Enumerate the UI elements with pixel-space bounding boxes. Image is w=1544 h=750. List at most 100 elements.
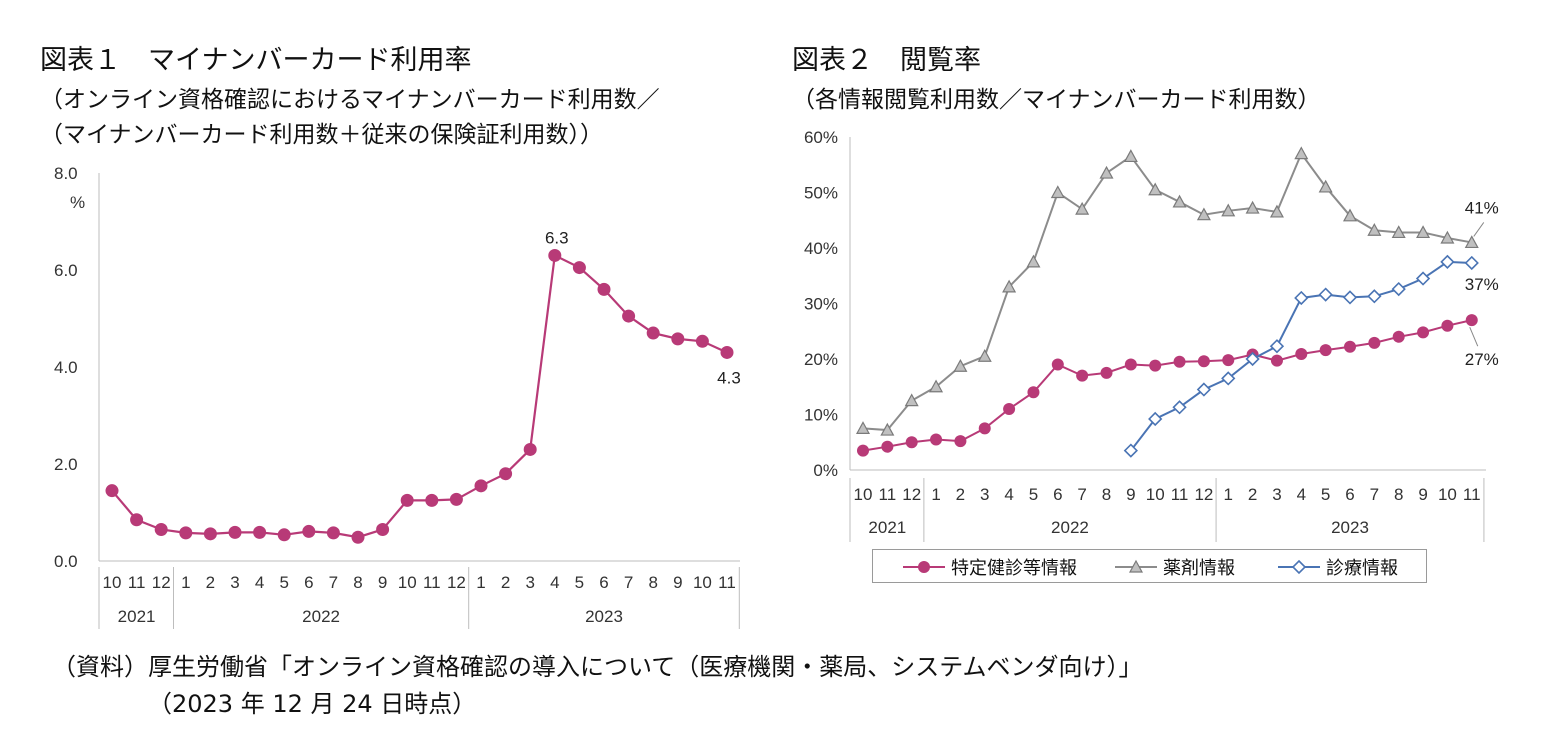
data-point [572, 261, 586, 275]
data-point [1149, 359, 1162, 372]
x-tick-label: 8 [1102, 485, 1111, 504]
x-tick-label: 5 [279, 573, 288, 592]
data-point [1319, 344, 1332, 357]
x-tick-label: 5 [1321, 485, 1330, 504]
data-point [1295, 348, 1308, 361]
x-tick-label: 6 [1053, 485, 1062, 504]
legend-label: 特定健診等情報 [951, 558, 1077, 579]
data-point [1392, 330, 1405, 343]
data-point [1221, 371, 1236, 386]
data-label: 4.3 [717, 368, 741, 387]
y-tick-label: 60% [804, 128, 838, 147]
data-point [904, 393, 919, 407]
x-tick-label: 10 [1146, 485, 1165, 504]
x-tick-label: 11 [423, 573, 441, 592]
data-point [1465, 314, 1478, 327]
source-line2: （2023 年 12 月 24 日時点） [148, 690, 477, 718]
x-tick-label: 11 [879, 485, 897, 504]
data-point [1123, 149, 1138, 163]
x-tick-label: 9 [1418, 485, 1427, 504]
x-tick-label: 4 [1004, 485, 1013, 504]
data-point [376, 522, 390, 536]
view-rate-legend: 特定健診等情報 薬剤情報 診療情報 [872, 549, 1427, 583]
data-point [1294, 290, 1309, 306]
x-tick-label: 2 [501, 573, 510, 592]
data-point [977, 348, 992, 362]
data-point [130, 513, 144, 527]
x-tick-label: 1 [181, 573, 190, 592]
x-tick-label: 6 [304, 573, 313, 592]
data-point [1197, 355, 1210, 368]
figure2-subtitle: （各情報閲覧利用数／マイナンバーカード利用数） [792, 87, 1321, 113]
y-unit-label: % [70, 193, 85, 212]
data-point [1148, 182, 1163, 196]
data-point [1076, 369, 1089, 382]
data-point [1441, 319, 1454, 332]
data-point [695, 334, 709, 348]
data-point [1391, 225, 1406, 239]
data-point [277, 528, 291, 542]
x-tick-label: 9 [378, 573, 387, 592]
x-tick-label: 3 [525, 573, 534, 592]
x-tick-label: 10 [693, 573, 712, 592]
x-tick-label: 4 [1297, 485, 1306, 504]
figure1-subtitle-line1: （オンライン資格確認におけるマイナンバーカード利用数／ [40, 87, 660, 113]
data-point [1294, 146, 1309, 160]
x-tick-label: 4 [255, 573, 264, 592]
data-point [425, 493, 439, 507]
x-year-label: 2023 [585, 607, 623, 626]
data-point [499, 467, 513, 481]
x-tick-label: 10 [1438, 485, 1457, 504]
data-label: 6.3 [545, 228, 569, 247]
figure2-title: 図表２ 閲覧率 [792, 45, 981, 76]
y-tick-label: 6.0 [54, 261, 78, 280]
data-point [1368, 336, 1381, 349]
data-point [1124, 358, 1137, 371]
x-year-label: 2021 [868, 518, 906, 537]
data-point [1172, 400, 1187, 415]
data-point [1464, 255, 1479, 271]
data-point [253, 525, 267, 539]
x-tick-label: 3 [230, 573, 239, 592]
x-tick-label: 1 [931, 485, 940, 504]
x-tick-label: 9 [1126, 485, 1135, 504]
x-tick-label: 4 [550, 573, 559, 592]
data-point [953, 358, 968, 372]
data-point [1221, 203, 1236, 217]
y-tick-label: 40% [804, 239, 838, 258]
x-tick-label: 11 [718, 573, 736, 592]
data-point [1245, 351, 1260, 367]
y-tick-label: 0% [813, 461, 838, 480]
data-point [1269, 339, 1285, 354]
leader-line [1473, 222, 1485, 237]
data-point [1342, 290, 1358, 305]
data-point [1196, 382, 1212, 397]
x-tick-label: 7 [1370, 485, 1379, 504]
data-point [1245, 200, 1260, 214]
circle-marker-icon [903, 561, 945, 573]
x-tick-label: 12 [902, 485, 921, 504]
x-tick-label: 10 [854, 485, 873, 504]
data-point [1051, 358, 1064, 371]
data-point [880, 422, 895, 436]
data-point [1027, 386, 1040, 399]
triangle-marker-icon [1115, 559, 1157, 573]
source-line1: （資料）厚生労働省「オンライン資格確認の導入について（医療機関・薬局、システムベ… [52, 653, 1143, 681]
data-point [449, 492, 463, 506]
x-year-label: 2022 [302, 607, 340, 626]
data-point [1100, 366, 1113, 379]
legend-item-drug: 薬剤情報 [1115, 555, 1235, 579]
y-tick-label: 4.0 [54, 358, 78, 377]
data-point [1415, 271, 1431, 286]
legend-item-health-checkup: 特定健診等情報 [903, 555, 1077, 579]
data-point [1003, 402, 1016, 415]
data-point [1367, 222, 1382, 236]
x-tick-label: 3 [1272, 485, 1281, 504]
x-tick-label: 8 [648, 573, 657, 592]
x-tick-label: 5 [575, 573, 584, 592]
data-point [905, 436, 918, 449]
data-point [978, 422, 991, 435]
x-tick-label: 2 [1248, 485, 1257, 504]
y-tick-label: 30% [804, 295, 838, 314]
